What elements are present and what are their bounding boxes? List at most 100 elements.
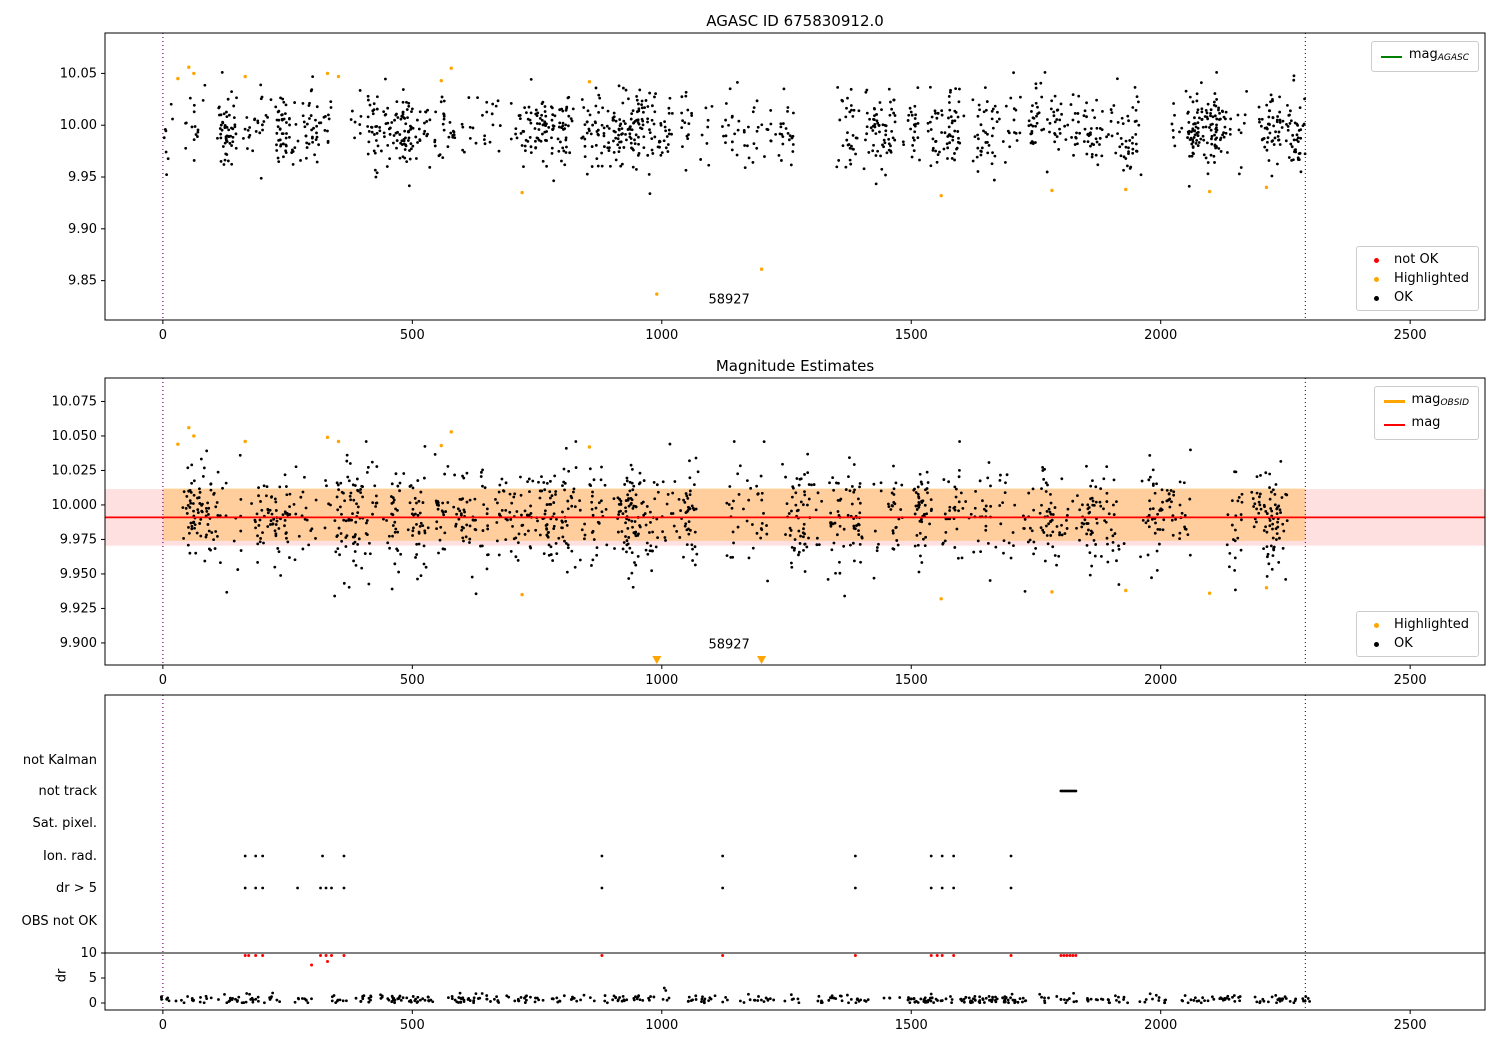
ok-point [644, 548, 648, 552]
ok-point [852, 524, 856, 528]
ok-point [1210, 134, 1214, 138]
dr-notok-point [853, 954, 857, 957]
ok-point [233, 123, 237, 127]
ok-point [250, 502, 253, 505]
ok-point [481, 484, 484, 488]
ok-point [853, 488, 856, 492]
ok-point [1131, 106, 1135, 109]
ok-point [1211, 115, 1215, 119]
ok-point [696, 470, 700, 474]
ok-point [315, 124, 319, 128]
ok-point [283, 112, 287, 115]
ok-point [221, 145, 225, 148]
ok-point [1091, 499, 1095, 503]
ok-point [1262, 547, 1265, 551]
ok-point [651, 152, 655, 155]
dr-point [1151, 997, 1154, 1001]
ok-point [1289, 142, 1293, 146]
ok-point [1198, 116, 1201, 120]
dr-point [854, 1001, 858, 1005]
dr-point [694, 994, 698, 998]
ok-point [625, 479, 629, 483]
ok-point [437, 551, 440, 555]
ok-point [617, 510, 621, 514]
ok-point [762, 440, 766, 444]
ok-point [1264, 525, 1267, 529]
ok-point [953, 109, 957, 113]
dr-point [421, 997, 425, 1001]
ok-point [1131, 136, 1134, 139]
ok-point [277, 160, 281, 164]
ok-point [1045, 534, 1049, 537]
ok-point [404, 122, 408, 126]
ok-point [274, 500, 278, 504]
dr-point [256, 995, 260, 999]
ok-point [563, 127, 567, 131]
ok-point [1217, 147, 1221, 150]
ok-point [529, 504, 533, 508]
ok-point [642, 135, 646, 139]
ok-point [229, 134, 232, 138]
ok-point [1030, 110, 1033, 113]
dr-point [205, 997, 209, 1000]
ok-point [366, 465, 370, 469]
ok-point [196, 128, 200, 132]
ok-point [846, 96, 849, 100]
ok-point [394, 507, 397, 511]
ok-point [210, 531, 214, 534]
ok-point [1065, 527, 1069, 530]
ok-point [760, 521, 764, 525]
ok-point [1278, 536, 1281, 540]
ok-point [375, 171, 379, 175]
flag-point [600, 854, 604, 858]
ok-point [1298, 106, 1302, 110]
ok-point [1018, 131, 1022, 135]
ok-point [259, 500, 262, 503]
ok-point [899, 508, 903, 511]
ok-point [1093, 116, 1097, 120]
ok-point [452, 505, 456, 509]
ok-point [1155, 482, 1158, 486]
ok-point [481, 113, 484, 117]
ok-point [307, 142, 311, 146]
ok-point [1188, 497, 1192, 501]
ok-point [1120, 142, 1124, 146]
ok-point [209, 488, 213, 492]
ok-point [1273, 136, 1277, 140]
ok-point [1290, 158, 1294, 162]
ok-point [850, 108, 853, 112]
ok-point [1196, 108, 1200, 112]
dr-point [1193, 996, 1197, 1000]
dr-point [700, 1000, 703, 1004]
ok-point [435, 520, 439, 524]
ok-point [591, 513, 595, 517]
ok-point [278, 485, 282, 489]
ok-point [990, 162, 994, 166]
ok-point [423, 445, 427, 448]
ok-point [453, 473, 457, 477]
ok-point [1295, 133, 1299, 137]
ok-point [896, 543, 900, 547]
ok-point [759, 536, 763, 540]
ok-point [495, 521, 499, 524]
y-tick-label: 10.050 [52, 429, 98, 444]
dr-point [910, 997, 913, 1001]
ok-point [891, 136, 895, 140]
ok-point [441, 156, 445, 160]
ok-point [367, 140, 371, 144]
ok-point [769, 109, 773, 112]
ok-point [1088, 573, 1092, 577]
ok-point [685, 494, 689, 498]
ok-point [1109, 528, 1113, 532]
ok-point [829, 511, 833, 515]
ok-point [724, 118, 727, 122]
ok-point [926, 491, 929, 495]
ok-point [1135, 95, 1139, 99]
ok-point [523, 106, 527, 110]
ok-point [858, 501, 862, 505]
ok-point [799, 500, 803, 504]
ok-point [930, 507, 933, 511]
ok-point [465, 500, 469, 504]
dr-notok-point [330, 954, 334, 957]
dr-point [638, 998, 642, 1002]
